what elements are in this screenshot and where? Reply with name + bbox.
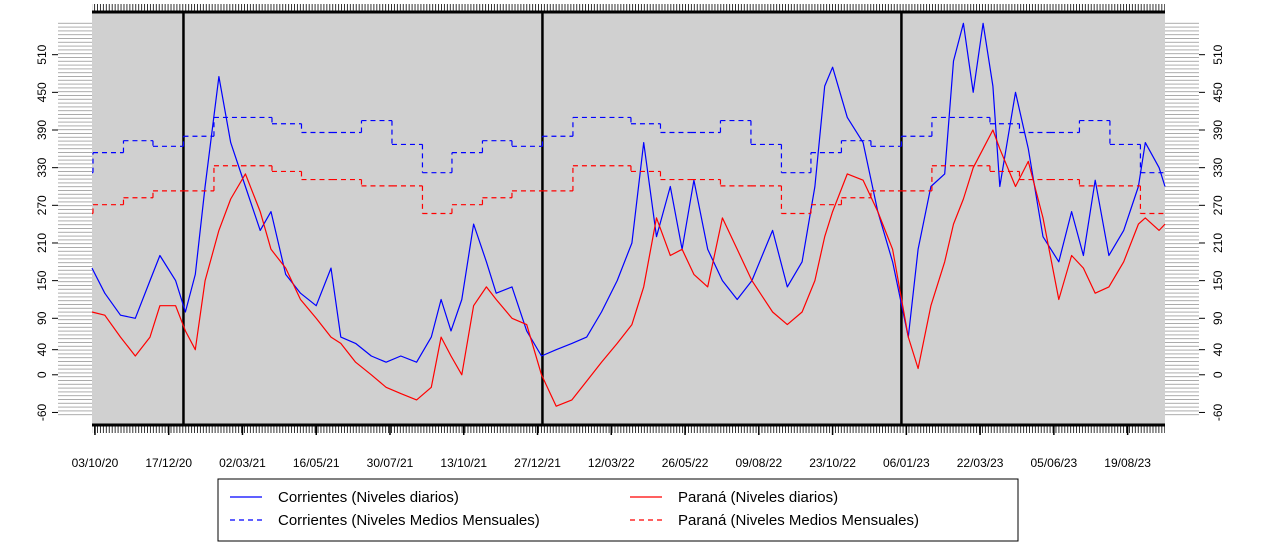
y-tick-label: 450 bbox=[35, 82, 49, 102]
y-tick-label: 390 bbox=[1211, 120, 1225, 140]
x-tick-label: 03/10/20 bbox=[72, 456, 119, 470]
y-tick-label: 330 bbox=[35, 157, 49, 177]
legend-label: Corrientes (Niveles Medios Mensuales) bbox=[278, 512, 540, 529]
y-tick-label: 450 bbox=[1211, 82, 1225, 102]
x-tick-label: 26/05/22 bbox=[662, 456, 709, 470]
x-tick-label: 23/10/22 bbox=[809, 456, 856, 470]
x-tick-label: 19/08/23 bbox=[1104, 456, 1151, 470]
legend-label: Paraná (Niveles diarios) bbox=[678, 489, 838, 506]
legend-label: Corrientes (Niveles diarios) bbox=[278, 489, 459, 506]
y-tick-label: 210 bbox=[1211, 233, 1225, 253]
x-tick-label: 27/12/21 bbox=[514, 456, 561, 470]
x-tick-label: 16/05/21 bbox=[293, 456, 340, 470]
y-tick-label: -60 bbox=[1211, 403, 1225, 421]
y-tick-label: 0 bbox=[35, 371, 49, 378]
y-tick-label: 150 bbox=[35, 270, 49, 290]
x-tick-label: 13/10/21 bbox=[440, 456, 487, 470]
y-tick-label: 510 bbox=[1211, 44, 1225, 64]
x-tick-label: 02/03/21 bbox=[219, 456, 266, 470]
y-tick-label: 510 bbox=[35, 44, 49, 64]
marks bbox=[91, 12, 1166, 425]
y-tick-label: 270 bbox=[35, 195, 49, 215]
x-tick-label: 05/06/23 bbox=[1031, 456, 1078, 470]
left-minor-ticks bbox=[58, 20, 92, 416]
x-tick-label: 12/03/22 bbox=[588, 456, 635, 470]
y-tick-label: -60 bbox=[35, 403, 49, 421]
y-tick-label: 210 bbox=[35, 233, 49, 253]
y-tick-label: 90 bbox=[1211, 311, 1225, 325]
y-tick-label: 330 bbox=[1211, 157, 1225, 177]
y-tick-label: 270 bbox=[1211, 195, 1225, 215]
legend-label: Paraná (Niveles Medios Mensuales) bbox=[678, 512, 919, 529]
x-tick-label: 17/12/20 bbox=[145, 456, 192, 470]
x-tick-label: 06/01/23 bbox=[883, 456, 930, 470]
y-tick-label: 90 bbox=[35, 311, 49, 325]
right-minor-ticks bbox=[1165, 20, 1199, 416]
top-minor-ticks bbox=[92, 4, 1165, 12]
daily-line bbox=[91, 129, 1166, 407]
y-tick-label: 390 bbox=[35, 120, 49, 140]
y-tick-label: 40 bbox=[1211, 343, 1225, 357]
y-tick-label: 150 bbox=[1211, 270, 1225, 290]
plot-area bbox=[92, 12, 1165, 425]
bottom-minor-ticks bbox=[92, 425, 1165, 433]
y-tick-label: 40 bbox=[35, 343, 49, 357]
legend bbox=[217, 478, 1019, 542]
x-tick-label: 30/07/21 bbox=[367, 456, 414, 470]
x-tick-label: 22/03/23 bbox=[957, 456, 1004, 470]
daily-line bbox=[91, 22, 1166, 363]
x-tick-label: 09/08/22 bbox=[735, 456, 782, 470]
y-tick-label: 0 bbox=[1211, 371, 1225, 378]
